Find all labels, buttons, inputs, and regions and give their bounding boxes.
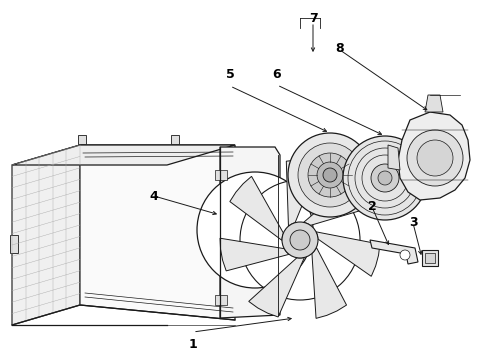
Circle shape (197, 172, 313, 288)
Text: 1: 1 (189, 338, 197, 351)
Circle shape (378, 171, 392, 185)
Circle shape (407, 130, 463, 186)
Text: 6: 6 (273, 68, 281, 81)
Polygon shape (80, 145, 235, 320)
Circle shape (290, 230, 310, 250)
Bar (171, 135, 179, 144)
Polygon shape (388, 145, 400, 170)
Polygon shape (304, 180, 373, 225)
Circle shape (417, 140, 453, 176)
Circle shape (343, 136, 427, 220)
Polygon shape (316, 232, 380, 276)
Polygon shape (312, 247, 346, 318)
Polygon shape (425, 95, 443, 112)
Polygon shape (286, 160, 319, 226)
Polygon shape (12, 145, 80, 325)
Bar (422, 250, 438, 266)
Polygon shape (249, 257, 304, 317)
Circle shape (400, 250, 410, 260)
Bar (78, 135, 86, 144)
Bar (215, 295, 227, 305)
Circle shape (308, 153, 352, 197)
Text: 2: 2 (368, 201, 376, 213)
Bar (215, 170, 227, 180)
Bar (425, 253, 435, 263)
Polygon shape (370, 240, 418, 264)
Circle shape (323, 168, 337, 182)
Polygon shape (220, 238, 289, 271)
Polygon shape (220, 147, 280, 318)
Circle shape (371, 164, 399, 192)
Circle shape (288, 133, 372, 217)
Polygon shape (230, 176, 283, 240)
Text: 8: 8 (336, 41, 344, 54)
Text: 4: 4 (149, 189, 158, 202)
Text: 5: 5 (225, 68, 234, 81)
Polygon shape (398, 112, 470, 200)
Text: 3: 3 (409, 216, 417, 230)
Circle shape (317, 162, 343, 188)
Circle shape (282, 222, 318, 258)
Bar (10, 235, 18, 253)
Circle shape (298, 143, 362, 207)
Text: 7: 7 (309, 12, 318, 24)
Polygon shape (12, 145, 235, 165)
